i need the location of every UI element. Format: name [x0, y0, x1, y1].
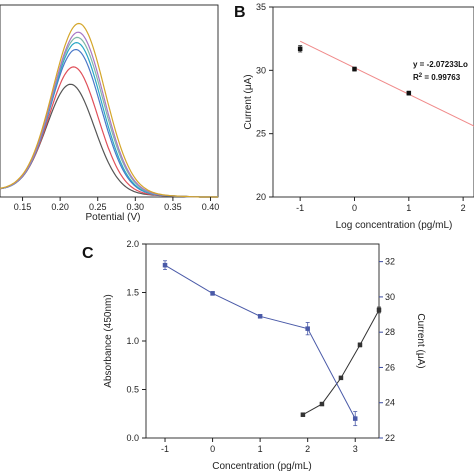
- panel-c-frame: [145, 243, 380, 439]
- panel-b-r-squared-exponent: 2: [419, 73, 423, 79]
- panel-b-point-1: [352, 66, 357, 72]
- panel-c-series-1-point-3: [305, 326, 310, 331]
- panel-c-series-line-0: [302, 309, 380, 416]
- panel-b-point-0: [297, 46, 303, 52]
- panel-c: C 0.0 0.5 1.0 1.5 2.0 22 24 26 28 30 32 -1 0 1 2 3 Ab…: [82, 239, 426, 472]
- panel-b-x-tick-label: 1: [406, 203, 411, 213]
- panel-c-left-y-tick-label: 2.0: [126, 239, 139, 249]
- panel-a-x-tick-label: 0.20: [51, 202, 69, 212]
- panel-b-x-tick-label: -1: [296, 203, 304, 213]
- panel-b-frame: [272, 6, 474, 198]
- panel-c-series-line-1: [164, 264, 356, 419]
- panel-a-curve-1: [0, 66, 218, 198]
- panel-c-left-y-ticks: 0.0 0.5 1.0 1.5 2.0: [126, 239, 146, 443]
- panel-c-right-y-tick-label: 32: [385, 257, 395, 267]
- panel-b-x-tick-label: 0: [352, 203, 357, 213]
- panel-a-x-axis-title: Potential (V): [85, 212, 140, 223]
- panel-a: 0.15 0.20 0.25 0.30 0.35 0.40 Potential (V): [0, 4, 219, 223]
- panel-b-y-tick-label: 20: [256, 192, 266, 202]
- panel-c-series-1-point-4: [352, 416, 358, 421]
- panel-c-series-0-point-1: [319, 401, 325, 407]
- panel-a-x-tick-label: 0.30: [127, 202, 145, 212]
- panel-c-left-y-tick-label: 0.5: [126, 385, 139, 395]
- panel-c-right-y-tick-label: 26: [385, 362, 395, 372]
- panel-c-letter: C: [82, 245, 94, 262]
- panel-a-x-tick-label: 0.25: [89, 202, 107, 212]
- panel-c-right-y-axis-title: Current (μA): [415, 313, 426, 368]
- panel-a-curve-0: [0, 83, 218, 198]
- panel-c-x-tick-label: 0: [210, 444, 215, 454]
- panel-c-right-y-ticks: 22 24 26 28 30 32: [379, 257, 395, 443]
- panel-b-fit-line: [299, 40, 474, 127]
- panel-b-r-squared-r: R: [413, 73, 419, 82]
- panel-a-curves: [0, 22, 218, 198]
- panel-c-right-y-tick-label: 30: [385, 292, 395, 302]
- panel-b-y-ticks: 20 25 30 35: [256, 2, 273, 202]
- panel-a-x-tick-label: 0.15: [14, 202, 32, 212]
- panel-c-series-0-point-2: [338, 375, 344, 381]
- panel-b-y-tick-label: 30: [256, 65, 266, 75]
- panel-c-left-y-tick-label: 0.0: [126, 433, 139, 443]
- panel-c-right-y-tick-label: 28: [385, 327, 395, 337]
- panel-c-x-ticks: -1 0 1 2 3: [161, 438, 358, 454]
- panel-a-curve-5: [0, 31, 218, 198]
- panel-c-right-y-tick-label: 22: [385, 433, 395, 443]
- panel-a-x-ticks: 0.15 0.20 0.25 0.30 0.35 0.40: [14, 197, 219, 212]
- panel-c-left-y-tick-label: 1.0: [126, 336, 139, 346]
- panel-c-x-tick-label: 1: [258, 444, 263, 454]
- panel-c-series-1-point-2: [257, 314, 263, 319]
- panel-b-letter: B: [234, 4, 246, 21]
- panel-b-y-axis-title: Current (μA): [243, 74, 254, 129]
- panel-c-series-1-point-0: [162, 262, 168, 268]
- panel-b-r-squared: R2 = 0.99763: [413, 73, 461, 82]
- panel-b-x-ticks: -1 0 1 2: [296, 197, 466, 213]
- panel-c-right-y-tick-label: 24: [385, 398, 395, 408]
- panel-a-x-tick-label: 0.35: [164, 202, 182, 212]
- panel-b-y-tick-label: 25: [256, 129, 266, 139]
- panel-b-r-squared-value: = 0.99763: [422, 73, 461, 82]
- panel-c-x-tick-label: 2: [305, 444, 310, 454]
- panel-b-points: [297, 45, 412, 96]
- panel-c-series-0-point-0: [300, 412, 306, 417]
- panel-b-point-2: [406, 90, 412, 96]
- panel-c-series-1-point-1: [210, 291, 215, 296]
- panel-c-left-y-tick-label: 1.5: [126, 288, 139, 298]
- panel-b: B 20 25 30 35 -1 0 1 2 Current (μA) Log concen…: [234, 2, 474, 231]
- panel-b-x-tick-label: 2: [461, 203, 466, 213]
- panel-c-x-tick-label: 3: [353, 444, 358, 454]
- panel-a-frame: [0, 4, 219, 198]
- panel-c-series-0-point-3: [357, 342, 363, 348]
- panel-a-x-tick-label: 0.40: [202, 202, 220, 212]
- panel-b-equation: y = -2.07233Lo: [413, 60, 468, 69]
- panel-b-y-tick-label: 35: [256, 2, 266, 12]
- panel-a-curve-6: [0, 22, 218, 198]
- panel-b-fit-line-group: [299, 40, 474, 127]
- panel-c-x-axis-title: Concentration (pg/mL): [212, 461, 312, 472]
- panel-c-series: [162, 260, 382, 427]
- panel-c-x-tick-label: -1: [161, 444, 169, 454]
- panel-c-y-axis-title: Absorbance (450nm): [103, 294, 114, 387]
- panel-b-x-axis-title: Log concentration (pg/mL): [336, 220, 453, 231]
- panel-c-series-0-point-4: [376, 307, 382, 313]
